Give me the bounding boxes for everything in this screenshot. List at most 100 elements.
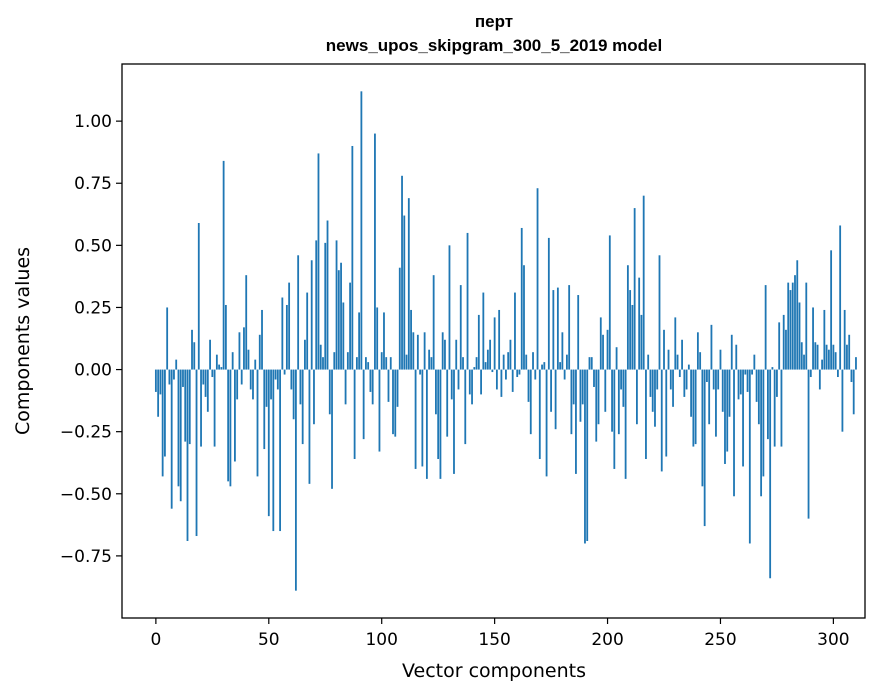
bar-148 bbox=[489, 339, 492, 370]
bar-210 bbox=[629, 290, 632, 370]
bar-167 bbox=[532, 352, 534, 370]
bar-242 bbox=[701, 369, 704, 487]
bar-214 bbox=[638, 277, 641, 370]
bar-116 bbox=[416, 334, 419, 370]
bar-55 bbox=[279, 369, 281, 532]
bar-291 bbox=[812, 307, 814, 370]
bar-295 bbox=[821, 359, 823, 370]
bar-42 bbox=[249, 369, 252, 390]
bar-63 bbox=[297, 255, 300, 370]
bar-184 bbox=[570, 369, 573, 435]
bar-10 bbox=[177, 369, 180, 487]
bar-218 bbox=[647, 354, 650, 370]
bar-0 bbox=[154, 369, 157, 392]
bar-219 bbox=[649, 369, 652, 397]
bar-32 bbox=[227, 369, 230, 482]
bar-38 bbox=[240, 369, 243, 385]
bar-193 bbox=[590, 357, 593, 370]
bar-304 bbox=[841, 369, 844, 432]
bar-152 bbox=[498, 309, 501, 370]
x-axis-ticks: 0 50 100 150 200 250 300 bbox=[150, 618, 850, 650]
bar-286 bbox=[800, 342, 803, 370]
x-tick-label: 300 bbox=[817, 630, 849, 650]
x-tick-label: 100 bbox=[365, 630, 397, 650]
bar-255 bbox=[730, 334, 733, 370]
chart-title: перт news_upos_skipgram_300_5_2019 model bbox=[326, 12, 662, 55]
bar-169 bbox=[536, 188, 539, 370]
bar-37 bbox=[238, 332, 241, 370]
bar-126 bbox=[439, 369, 442, 479]
bar-211 bbox=[631, 304, 634, 370]
bar-191 bbox=[586, 369, 589, 541]
bar-22 bbox=[204, 369, 207, 397]
bar-174 bbox=[547, 237, 550, 370]
y-tick-label: 0.50 bbox=[74, 236, 112, 256]
bar-89 bbox=[355, 357, 358, 370]
bar-229 bbox=[672, 369, 674, 407]
bar-52 bbox=[272, 369, 275, 532]
bar-262 bbox=[746, 369, 749, 392]
bar-248 bbox=[715, 369, 717, 437]
bar-297 bbox=[825, 344, 828, 370]
bar-271 bbox=[766, 369, 769, 440]
bar-163 bbox=[523, 265, 525, 370]
bar-217 bbox=[645, 369, 647, 459]
bar-247 bbox=[712, 369, 715, 390]
bar-109 bbox=[401, 175, 403, 370]
bar-114 bbox=[412, 332, 415, 370]
bar-68 bbox=[308, 369, 311, 484]
bar-187 bbox=[577, 295, 580, 370]
bar-144 bbox=[480, 369, 482, 395]
bar-49 bbox=[265, 369, 268, 407]
bar-117 bbox=[419, 369, 422, 375]
bar-121 bbox=[428, 349, 431, 370]
bar-21 bbox=[202, 369, 205, 385]
bar-19 bbox=[197, 223, 200, 370]
bar-110 bbox=[403, 215, 406, 370]
bar-62 bbox=[294, 369, 297, 591]
bar-310 bbox=[855, 357, 857, 370]
bar-20 bbox=[200, 369, 202, 447]
bar-105 bbox=[392, 369, 394, 435]
bar-264 bbox=[751, 369, 753, 375]
bar-200 bbox=[606, 329, 609, 370]
bar-12 bbox=[182, 369, 184, 387]
bar-118 bbox=[421, 369, 424, 467]
bar-239 bbox=[694, 369, 697, 445]
bar-5 bbox=[166, 307, 169, 370]
bar-65 bbox=[301, 369, 304, 445]
bar-166 bbox=[529, 369, 532, 435]
bar-6 bbox=[168, 369, 171, 385]
bar-279 bbox=[785, 329, 787, 370]
bar-86 bbox=[349, 282, 351, 370]
bar-45 bbox=[256, 369, 259, 477]
bar-231 bbox=[676, 354, 679, 370]
bar-232 bbox=[678, 369, 681, 378]
bar-238 bbox=[692, 369, 695, 447]
bar-294 bbox=[818, 369, 821, 390]
bar-309 bbox=[852, 369, 855, 415]
bar-253 bbox=[726, 369, 729, 452]
bar-225 bbox=[663, 329, 665, 370]
bar-234 bbox=[683, 369, 686, 397]
bar-108 bbox=[398, 267, 401, 370]
bar-245 bbox=[708, 369, 711, 425]
bar-287 bbox=[803, 354, 805, 370]
bar-176 bbox=[552, 290, 555, 370]
bar-71 bbox=[315, 240, 318, 370]
bar-82 bbox=[340, 262, 342, 370]
y-tick-label: 1.00 bbox=[74, 112, 112, 132]
bar-127 bbox=[441, 332, 444, 370]
bar-102 bbox=[385, 357, 388, 370]
bar-28 bbox=[218, 364, 221, 370]
bar-179 bbox=[559, 362, 562, 370]
x-tick-label: 200 bbox=[591, 630, 623, 650]
bar-178 bbox=[556, 287, 559, 370]
bar-305 bbox=[843, 309, 846, 370]
bar-73 bbox=[319, 344, 322, 370]
bar-235 bbox=[685, 369, 688, 390]
bar-189 bbox=[581, 369, 584, 405]
bar-256 bbox=[733, 369, 735, 497]
x-tick-label: 250 bbox=[704, 630, 736, 650]
